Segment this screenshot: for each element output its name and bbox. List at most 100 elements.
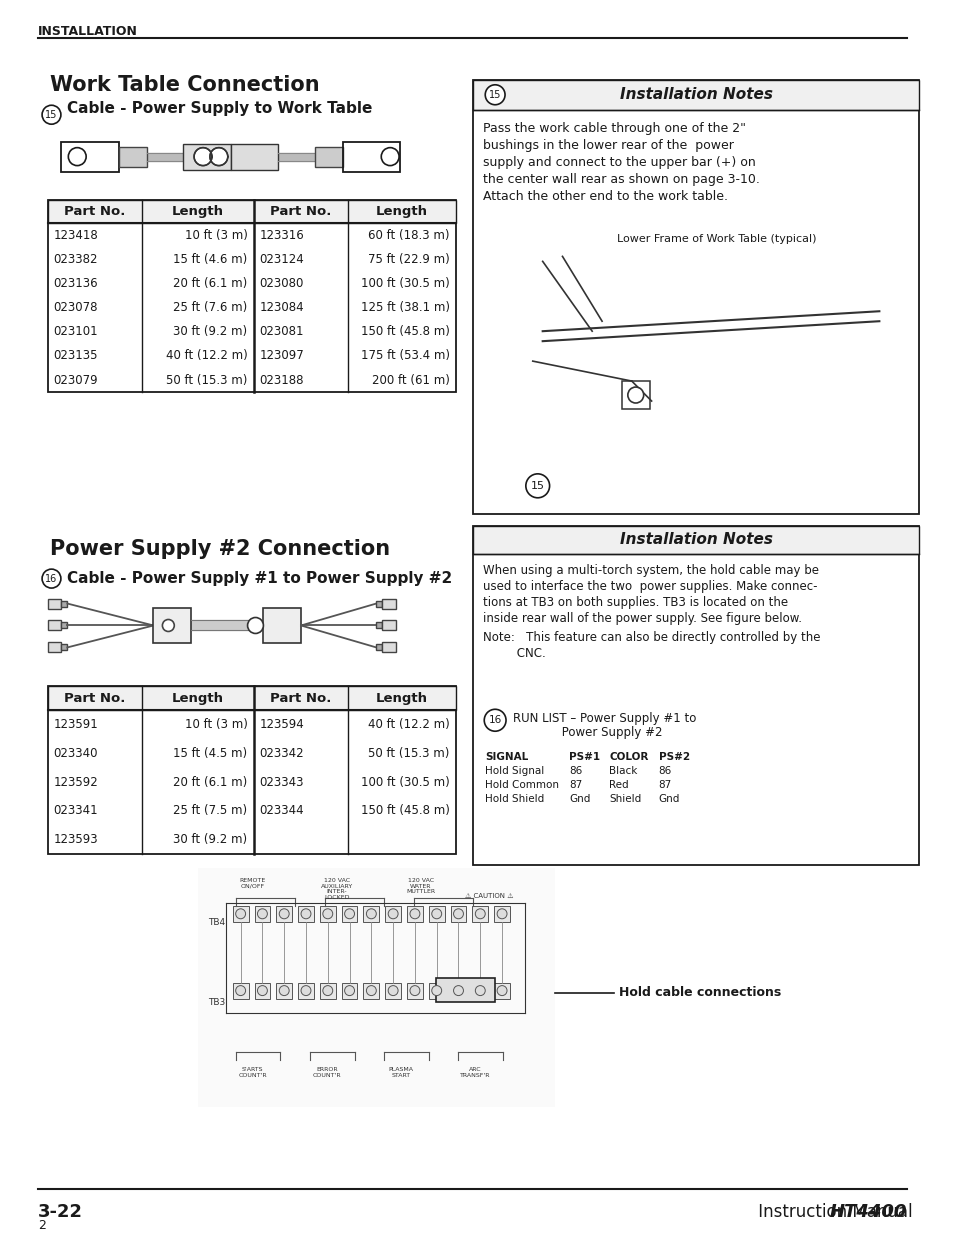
Text: 123593: 123593	[53, 834, 98, 846]
Bar	[263, 608, 301, 643]
Bar	[319, 905, 335, 921]
Text: 2: 2	[37, 1219, 46, 1233]
Circle shape	[381, 148, 398, 165]
Bar	[342, 142, 399, 172]
Text: 40 ft (12.2 m): 40 ft (12.2 m)	[166, 350, 248, 362]
Text: 023080: 023080	[259, 277, 303, 290]
Bar	[428, 905, 444, 921]
Circle shape	[485, 85, 504, 105]
Text: Gnd: Gnd	[569, 794, 590, 804]
Bar	[153, 608, 191, 643]
Text: 023341: 023341	[53, 804, 98, 818]
Circle shape	[497, 909, 506, 919]
Text: Part No.: Part No.	[64, 692, 125, 705]
Text: Power Supply #2: Power Supply #2	[513, 726, 661, 740]
Circle shape	[484, 709, 505, 731]
Bar	[382, 620, 395, 631]
Text: 40 ft (12.2 m): 40 ft (12.2 m)	[368, 718, 449, 731]
Bar	[450, 983, 466, 999]
Text: Red: Red	[608, 781, 628, 790]
Text: 023340: 023340	[53, 747, 98, 760]
Bar	[473, 526, 918, 864]
Text: 10 ft (3 m): 10 ft (3 m)	[185, 228, 248, 242]
Text: Part No.: Part No.	[270, 205, 331, 219]
Text: ⚠ CAUTION ⚠: ⚠ CAUTION ⚠	[465, 893, 514, 899]
Text: 86: 86	[569, 766, 582, 776]
Text: 16: 16	[488, 715, 501, 725]
Circle shape	[301, 909, 311, 919]
Circle shape	[42, 569, 61, 588]
Text: Note:   This feature can also be directly controlled by the: Note: This feature can also be directly …	[483, 631, 820, 645]
Circle shape	[497, 986, 506, 995]
Circle shape	[279, 986, 289, 995]
Bar	[276, 905, 292, 921]
Circle shape	[475, 986, 485, 995]
Text: RUN LIST – Power Supply #1 to: RUN LIST – Power Supply #1 to	[513, 713, 696, 725]
Bar	[363, 983, 379, 999]
Text: Work Table Connection: Work Table Connection	[50, 75, 319, 95]
Text: 87: 87	[569, 781, 582, 790]
Bar	[621, 382, 649, 409]
Bar	[198, 868, 554, 1108]
Circle shape	[525, 474, 549, 498]
Text: Length: Length	[375, 205, 427, 219]
Bar	[297, 983, 314, 999]
Bar	[341, 905, 357, 921]
Bar	[231, 143, 278, 169]
Text: 023124: 023124	[259, 253, 304, 266]
Text: Hold Signal: Hold Signal	[485, 766, 544, 776]
Text: 123316: 123316	[259, 228, 304, 242]
Text: 123418: 123418	[53, 228, 98, 242]
Text: 30 ft (9.2 m): 30 ft (9.2 m)	[173, 834, 248, 846]
Text: 100 ft (30.5 m): 100 ft (30.5 m)	[360, 776, 449, 789]
Bar	[276, 983, 292, 999]
Bar	[254, 983, 270, 999]
Text: PS#2: PS#2	[658, 752, 689, 762]
Text: 20 ft (6.1 m): 20 ft (6.1 m)	[173, 776, 248, 789]
Bar	[48, 620, 61, 631]
Text: 200 ft (61 m): 200 ft (61 m)	[372, 373, 449, 387]
Text: 023382: 023382	[53, 253, 98, 266]
Text: 100 ft (30.5 m): 100 ft (30.5 m)	[360, 277, 449, 290]
Text: COLOR: COLOR	[608, 752, 648, 762]
Text: TB3: TB3	[208, 998, 225, 1007]
Text: 15: 15	[530, 480, 544, 490]
Circle shape	[453, 909, 463, 919]
Bar	[407, 983, 422, 999]
Text: 023136: 023136	[53, 277, 98, 290]
Bar	[473, 80, 918, 110]
Bar	[48, 200, 455, 391]
Text: Installation Notes: Installation Notes	[619, 88, 772, 103]
Bar	[254, 905, 270, 921]
Circle shape	[322, 986, 333, 995]
Text: 123591: 123591	[53, 718, 98, 731]
Text: 60 ft (18.3 m): 60 ft (18.3 m)	[368, 228, 449, 242]
Text: supply and connect to the upper bar (+) on: supply and connect to the upper bar (+) …	[483, 156, 755, 169]
Text: PLASMA
START: PLASMA START	[388, 1067, 414, 1078]
Text: Shield: Shield	[608, 794, 640, 804]
Bar	[233, 905, 249, 921]
Text: 10 ft (3 m): 10 ft (3 m)	[185, 718, 248, 731]
Text: Length: Length	[172, 692, 223, 705]
Text: Instruction Manual: Instruction Manual	[752, 1203, 911, 1221]
Text: 75 ft (22.9 m): 75 ft (22.9 m)	[368, 253, 449, 266]
Bar	[494, 983, 510, 999]
Text: 023078: 023078	[53, 301, 98, 314]
Circle shape	[322, 909, 333, 919]
Circle shape	[432, 909, 441, 919]
Text: SIGNAL: SIGNAL	[485, 752, 528, 762]
Bar	[472, 905, 488, 921]
Text: 150 ft (45.8 m): 150 ft (45.8 m)	[360, 325, 449, 338]
Text: 15: 15	[45, 110, 57, 120]
Text: 20 ft (6.1 m): 20 ft (6.1 m)	[173, 277, 248, 290]
Circle shape	[344, 986, 355, 995]
Text: 023343: 023343	[259, 776, 304, 789]
Bar	[385, 905, 400, 921]
Circle shape	[301, 986, 311, 995]
Circle shape	[366, 986, 375, 995]
Bar	[375, 645, 382, 651]
Circle shape	[279, 909, 289, 919]
Bar	[119, 147, 147, 167]
Bar	[494, 905, 510, 921]
Bar	[48, 687, 455, 853]
